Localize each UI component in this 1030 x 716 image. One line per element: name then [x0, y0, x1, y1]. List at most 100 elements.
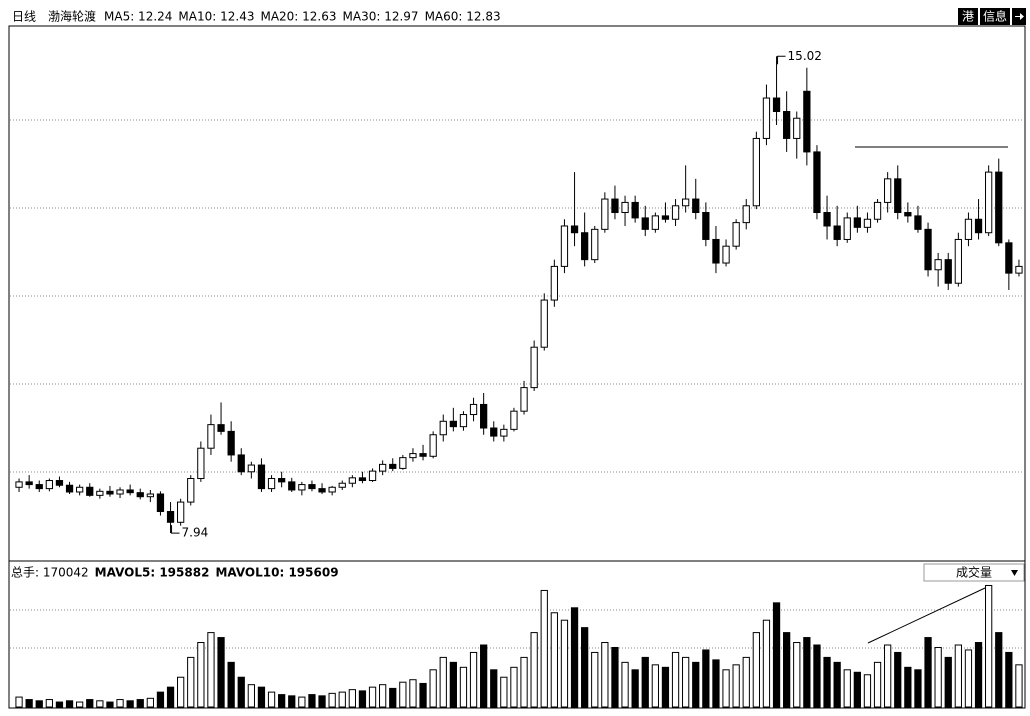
volume-bar: [520, 656, 528, 708]
volume-bar: [904, 666, 912, 708]
volume-bar: [288, 695, 296, 708]
candle-body: [570, 225, 579, 234]
button[interactable]: [980, 8, 1010, 25]
candle-body: [813, 151, 821, 214]
volume-bar: [712, 659, 720, 708]
dropdown[interactable]: [923, 563, 1025, 582]
ma-label: MA20: 12.63: [260, 10, 336, 24]
candle-body: [237, 454, 245, 473]
candle-body: [500, 428, 508, 437]
candle-body: [136, 492, 144, 498]
volume-bar: [106, 701, 114, 708]
volume-label: MAVOL10: 195609: [215, 566, 338, 580]
candle-body: [833, 225, 841, 240]
volume-bar: [86, 699, 94, 708]
candle-body: [540, 299, 548, 348]
volume-bar: [227, 661, 235, 708]
candle-body: [964, 218, 973, 240]
candle-body: [459, 414, 468, 428]
volume-bar: [247, 684, 255, 708]
volume-bar: [974, 642, 983, 708]
volume-bar: [591, 651, 599, 708]
volume-bar: [358, 690, 367, 708]
candle-body: [843, 217, 851, 240]
candle-body: [187, 478, 195, 503]
volume-bar: [136, 699, 144, 708]
volume-bar: [682, 656, 690, 708]
candle-body: [550, 265, 558, 301]
candle-body: [692, 198, 700, 214]
volume-label: MAVOL5: 195882: [95, 566, 210, 580]
volume-bar: [793, 642, 801, 708]
candle-body: [985, 171, 993, 234]
volume-bar: [96, 700, 104, 708]
candle-body: [742, 205, 750, 224]
candle-body: [793, 117, 801, 139]
volume-bar: [65, 700, 74, 708]
volume-bar: [177, 676, 185, 708]
volume-bar: [126, 700, 134, 708]
volume-bar: [601, 642, 609, 708]
volume-bar: [278, 694, 286, 708]
volume-bar: [419, 682, 427, 708]
candle-body: [389, 463, 397, 469]
volume-bar: [934, 646, 942, 708]
candle-body: [914, 215, 922, 230]
button[interactable]: [958, 8, 978, 25]
volume-bar: [873, 661, 882, 708]
candle-body: [873, 201, 882, 220]
volume-bar: [257, 686, 266, 708]
candle-body: [429, 434, 437, 457]
volume-bar: [944, 656, 952, 708]
volume-label: 总手: 170042: [11, 566, 89, 580]
volume-bar: [308, 694, 316, 708]
volume-bar: [550, 612, 558, 708]
candle-body: [671, 205, 680, 220]
volume-bar: [469, 651, 478, 708]
candle-body: [25, 481, 33, 486]
volume-bar: [338, 691, 346, 708]
volume-bar: [500, 676, 508, 708]
volume-bar: [318, 695, 326, 708]
candle-body: [146, 493, 154, 498]
candle-body: [419, 453, 427, 457]
candle-body: [591, 228, 599, 261]
candle-body: [682, 198, 690, 207]
dropdown-arrow: [1011, 570, 1018, 576]
candle-body: [611, 198, 619, 214]
button-label[interactable]: 港: [962, 10, 974, 24]
candle-body: [510, 410, 518, 430]
candle-body: [166, 511, 175, 523]
candle-body: [55, 480, 64, 486]
ma-label: MA30: 12.97: [343, 10, 419, 24]
candle-body: [974, 218, 983, 234]
volume-bar: [995, 632, 1003, 708]
candle-body: [621, 201, 629, 214]
candle-body: [944, 259, 952, 284]
candle-body: [126, 489, 134, 494]
ma-label: MA10: 12.43: [178, 10, 254, 24]
dropdown-label[interactable]: 成交量: [956, 565, 992, 580]
candle-body: [247, 464, 255, 473]
candle-body: [65, 484, 74, 493]
candle-body: [803, 90, 811, 153]
volume-bar: [823, 656, 831, 708]
candle-body: [177, 501, 185, 523]
volume-bar: [490, 669, 498, 708]
volume-bar: [914, 669, 922, 708]
candle-body: [15, 481, 23, 488]
candle-body: [560, 225, 569, 267]
button-label[interactable]: 信息: [983, 9, 1007, 24]
candle-body: [156, 493, 165, 513]
frame: [8, 25, 1026, 709]
volume-bar: [298, 696, 306, 708]
candle-body: [661, 215, 670, 220]
candle-body: [1015, 265, 1023, 274]
candle-body: [469, 403, 478, 416]
candle-body: [631, 201, 639, 219]
candle-body: [308, 484, 316, 490]
volume-bar: [55, 701, 64, 708]
candle-body: [520, 387, 528, 412]
candle-body: [762, 97, 771, 139]
candle-body: [318, 488, 326, 493]
